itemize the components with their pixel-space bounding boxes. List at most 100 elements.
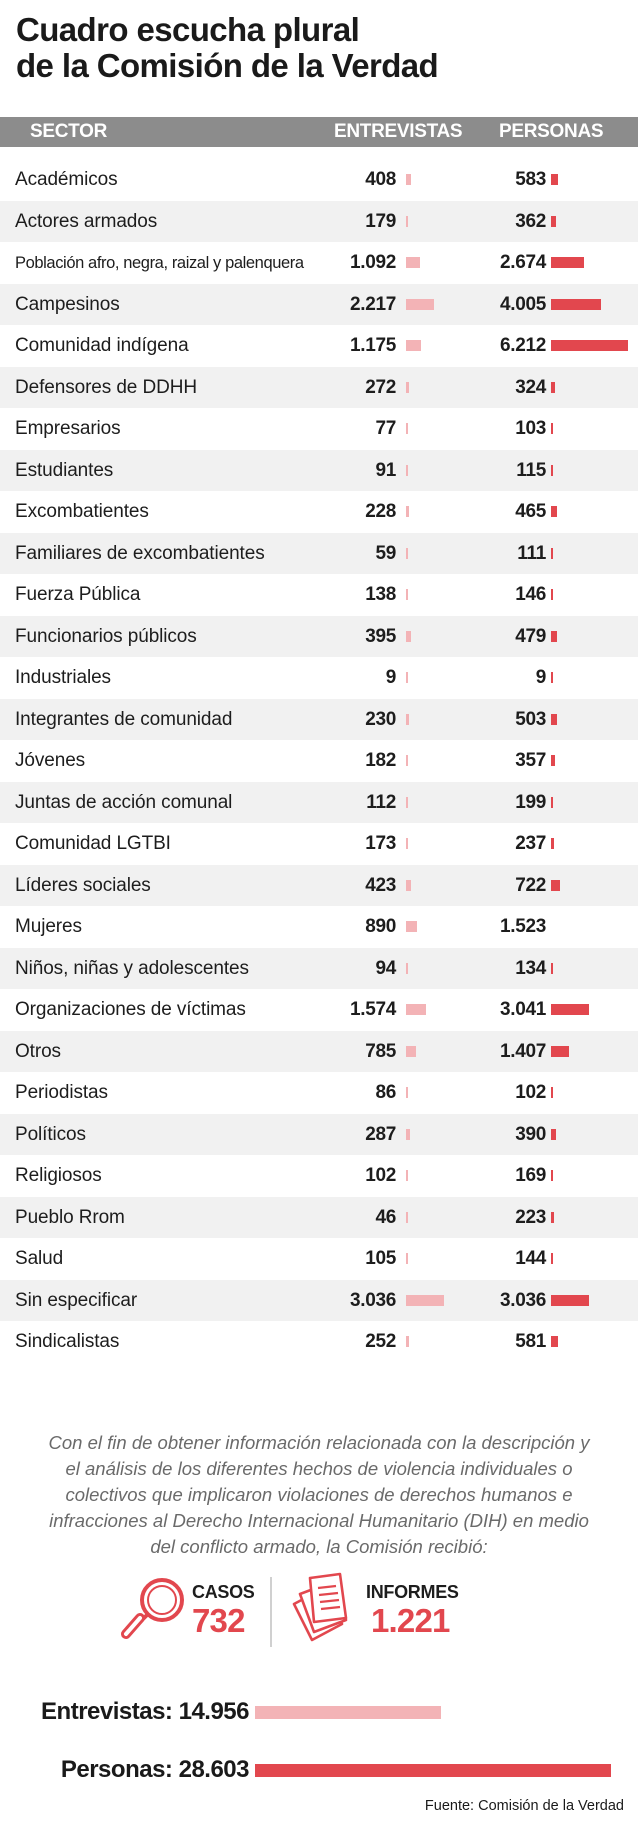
entrevistas-bar [406,257,420,268]
title-line-2: de la Comisión de la Verdad [16,47,439,84]
sector-label: Organizaciones de víctimas [15,999,246,1020]
entrevistas-bar [406,1170,408,1181]
entrevistas-value: 252 [365,1331,396,1352]
entrevistas-value: 179 [365,210,396,232]
personas-bar [551,464,553,476]
total-personas-value: 28.603 [178,1756,250,1783]
intro-note: Con el fin de obtener información relaci… [48,1431,590,1557]
entrevistas-value: 59 [375,542,396,564]
personas-bar [551,174,559,185]
personas-bar [551,630,557,642]
entrevistas-value: 46 [375,1206,396,1228]
personas-bar [551,1128,556,1140]
entrevistas-bar [406,755,409,766]
magnifier-icon [121,1578,184,1639]
entrevistas-value: 408 [365,169,396,190]
entrevistas-value: 94 [375,957,396,979]
sector-label: Funcionarios públicos [15,625,197,647]
entrevistas-value: 182 [365,750,396,771]
entrevistas-value: 890 [365,916,396,937]
entrevistas-bar [406,174,412,185]
sector-label: Periodistas [15,1082,108,1103]
table-row: Organizaciones de víctimas 1.574 3.041 [0,989,638,1031]
sector-label: Otros [15,1040,61,1062]
entrevistas-bar [406,1211,408,1223]
informes-value: 1.221 [371,1602,450,1639]
personas-bar [551,1170,554,1181]
personas-bar [551,298,601,310]
sector-label: Fuerza Pública [15,584,141,605]
chart-title: Cuadro escucha plural de la Comisión de … [16,12,576,84]
personas-value: 390 [515,1123,546,1145]
personas-bar [551,381,556,393]
entrevistas-value: 86 [375,1082,396,1103]
sector-label: Integrantes de comunidad [15,708,233,730]
sector-label: Defensores de DDHH [15,376,197,398]
entrevistas-bar [406,464,408,476]
personas-value: 237 [515,833,546,854]
personas-value: 324 [515,376,546,398]
personas-value: 4.005 [499,293,546,315]
personas-bar [551,1294,589,1306]
entrevistas-bar [406,423,408,434]
table-row: Periodistas 86 102 [0,1072,638,1114]
table-row: Población afro, negra, raizal y palenque… [0,242,638,284]
table-row: Excombatientes 228 465 [0,491,638,533]
entrevistas-bar [406,340,421,351]
table-header: SECTOR ENTREVISTAS PERSONAS [0,117,638,147]
entrevistas-value: 3.036 [349,1289,396,1311]
entrevistas-value: 2.217 [349,293,396,315]
personas-value: 583 [515,169,546,190]
table-row: Estudiantes 91 115 [0,449,638,491]
personas-bar [551,838,554,849]
sector-label: Familiares de excombatientes [15,542,265,564]
sector-label: Empresarios [15,418,121,439]
table-row: Defensores de DDHH 272 324 [0,366,638,408]
personas-value: 146 [515,584,546,605]
sector-label: Actores armados [15,210,158,232]
table-row: Sin especificar 3.036 3.036 [0,1279,638,1321]
personas-value: 1.407 [499,1040,546,1062]
personas-bar [551,340,629,351]
sector-label: Sindicalistas [15,1331,120,1352]
entrevistas-value: 1.092 [349,252,396,273]
table-row: Sindicalistas 252 581 [0,1321,638,1363]
table-row: Líderes sociales 423 722 [0,864,638,906]
entrevistas-value: 91 [375,459,396,481]
table-row: Empresarios 77 103 [0,408,638,450]
personas-value: 103 [515,418,546,439]
personas-bar [551,257,585,268]
entrevistas-bar [406,1004,426,1015]
sector-label: Juntas de acción comunal [15,791,233,813]
personas-value: 722 [515,874,546,896]
entrevistas-bar [406,1253,408,1264]
sector-label: Comunidad LGTBI [15,833,171,854]
documents-icon [292,1572,348,1642]
personas-value: 169 [515,1165,546,1186]
personas-bar [551,879,560,891]
entrevistas-value: 785 [365,1040,396,1062]
entrevistas-bar [406,630,411,642]
entrevistas-value: 423 [365,874,396,896]
entrevistas-bar [406,838,409,849]
entrevistas-bar [406,796,408,808]
entrevistas-value: 1.175 [349,335,396,356]
table-row: Salud 105 144 [0,1238,638,1280]
personas-value: 581 [515,1331,546,1352]
sector-label: Sin especificar [15,1289,138,1311]
sector-label: Pueblo Rrom [15,1206,125,1228]
entrevistas-bar [406,1045,416,1057]
table-row: Pueblo Rrom 46 223 [0,1196,638,1238]
entrevistas-bar [406,1294,444,1306]
personas-value: 3.041 [499,999,546,1020]
sector-label: Estudiantes [15,459,114,481]
sector-label: Jóvenes [15,750,86,771]
entrevistas-value: 112 [366,791,396,813]
table-row: Jóvenes 182 357 [0,740,638,782]
entrevistas-bar [406,672,408,683]
sector-label: Líderes sociales [15,874,151,896]
entrevistas-bar [406,1087,408,1098]
sector-label: Religiosos [15,1165,102,1186]
personas-bar [551,1004,589,1015]
sector-label: Campesinos [15,293,120,315]
